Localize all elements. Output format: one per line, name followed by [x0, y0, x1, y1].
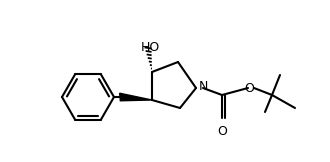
Text: HO: HO	[140, 41, 160, 54]
Text: O: O	[244, 82, 254, 96]
Text: O: O	[217, 125, 227, 138]
Text: N: N	[199, 81, 208, 93]
Polygon shape	[120, 93, 152, 101]
